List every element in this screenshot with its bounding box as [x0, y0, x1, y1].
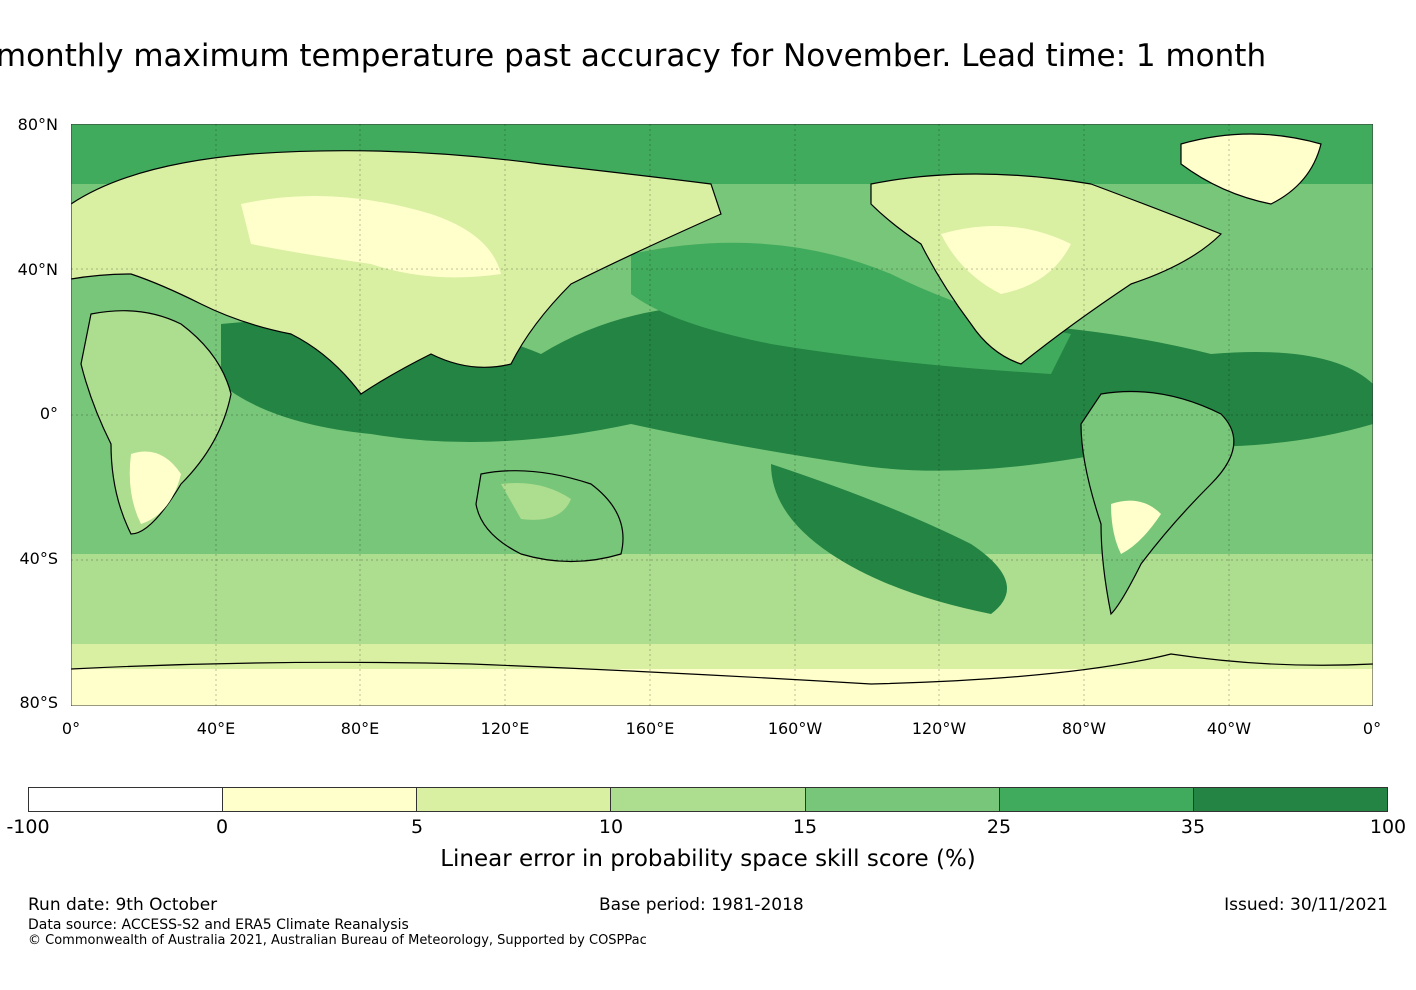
- colorbar-segment: [29, 788, 224, 811]
- greenland-landmass: [1180, 133, 1322, 205]
- lat-label-80s: 80°S: [19, 693, 58, 712]
- lat-label-80n: 80°N: [17, 115, 58, 134]
- lat-label-eq: 0°: [39, 404, 58, 423]
- colorbar-tick: 5: [410, 816, 424, 838]
- lon-label-0-east: 0°: [1362, 719, 1382, 738]
- lon-label-160e: 160°E: [625, 719, 675, 738]
- lon-label-0: 0°: [61, 719, 81, 738]
- north-pacific-zone: [631, 242, 1071, 374]
- lat-label-40s: 40°S: [19, 549, 58, 568]
- lon-label-80w: 80°W: [1061, 719, 1107, 738]
- colorbar: [28, 787, 1388, 812]
- colorbar-tick: 15: [792, 816, 818, 838]
- colorbar-tick: 10: [598, 816, 624, 838]
- colorbar-tick: 100: [1369, 816, 1407, 838]
- colorbar-segment: [417, 788, 612, 811]
- lat-label-40n: 40°N: [17, 260, 58, 279]
- antarctic-core: [71, 669, 1373, 706]
- colorbar-segment: [611, 788, 806, 811]
- skill-score-map: [71, 124, 1373, 706]
- south-pacific-zone: [771, 464, 1007, 614]
- lon-label-160w: 160°W: [767, 719, 823, 738]
- colorbar-segment: [999, 788, 1194, 811]
- base-period: Base period: 1981-2018: [599, 895, 804, 915]
- colorbar-tick: 0: [215, 816, 229, 838]
- run-date: Run date: 9th October: [28, 895, 218, 915]
- southern-africa-low-skill: [129, 451, 181, 524]
- africa-landmass: [80, 310, 232, 535]
- antarctica-coastline: [71, 653, 1373, 685]
- colorbar-segment: [1193, 788, 1387, 811]
- southern-ocean-band: [71, 554, 1373, 644]
- lon-label-40w: 40°W: [1206, 719, 1252, 738]
- north-america-low-skill: [941, 226, 1071, 294]
- lon-label-80e: 80°E: [340, 719, 380, 738]
- map-title: Tercile monthly maximum temperature past…: [0, 38, 1267, 74]
- lon-label-120e: 120°E: [480, 719, 530, 738]
- lon-label-40e: 40°E: [196, 719, 236, 738]
- south-america-landmass: [1080, 390, 1235, 616]
- graticule: [71, 124, 1373, 706]
- colorbar-label: Linear error in probability space skill …: [440, 846, 976, 872]
- colorbar-tick: 25: [986, 816, 1012, 838]
- issued-date: Issued: 30/11/2021: [1224, 895, 1388, 915]
- data-source: Data source: ACCESS-S2 and ERA5 Climate …: [28, 917, 409, 933]
- colorbar-tick: 35: [1180, 816, 1206, 838]
- patagonia-low-skill: [1111, 500, 1161, 554]
- australia-interior: [501, 483, 571, 520]
- colorbar-segment: [805, 788, 1000, 811]
- central-asia-low-skill: [241, 196, 501, 278]
- copyright: © Commonwealth of Australia 2021, Austra…: [28, 933, 647, 948]
- colorbar-segment: [223, 788, 418, 811]
- eurasia-landmass: [71, 150, 722, 395]
- lon-label-120w: 120°W: [911, 719, 967, 738]
- colorbar-tick: -100: [6, 816, 50, 838]
